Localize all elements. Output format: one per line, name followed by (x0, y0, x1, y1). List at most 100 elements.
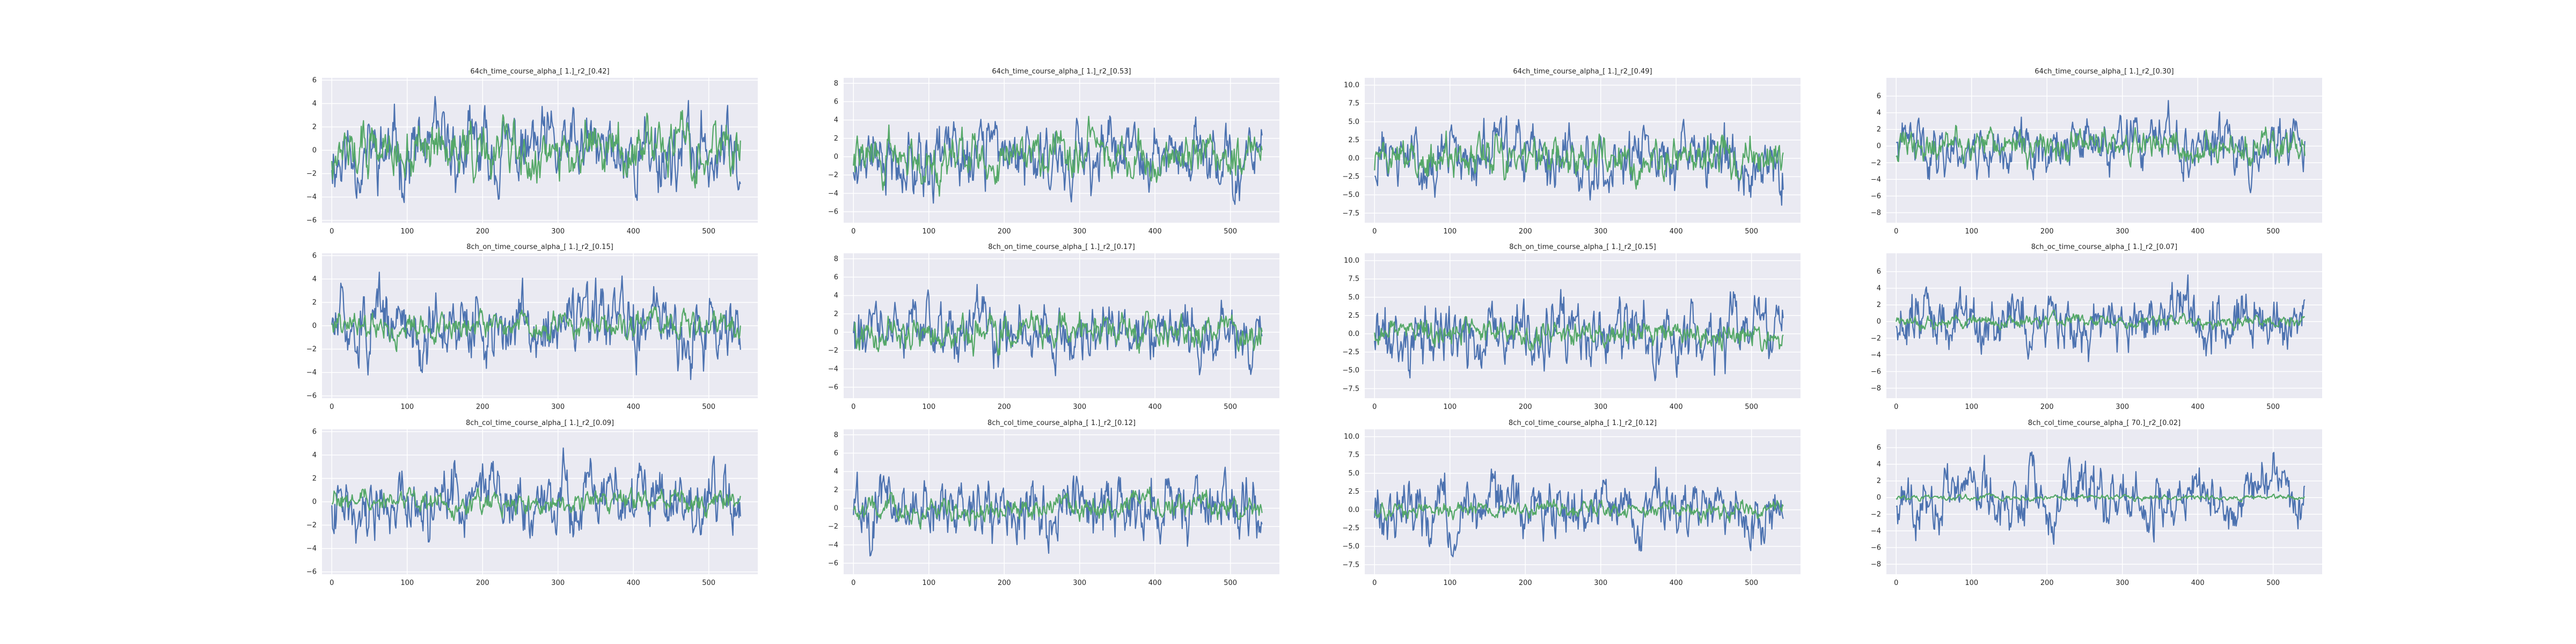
y-tick-label: −2 (306, 346, 317, 354)
y-tick-label: 4 (312, 100, 317, 108)
y-tick-label: 2 (312, 298, 317, 306)
x-tick-label: 500 (2266, 579, 2280, 587)
x-tick-label: 200 (998, 579, 1011, 587)
series-line-predicted (853, 310, 1263, 357)
chart-1: −6 −4 −2 0 2 4 6 0 100 200 300 400 500 64ch_time_cour… (306, 68, 758, 236)
x-tick-label: 300 (2116, 403, 2129, 411)
y-tick-label: −4 (1871, 527, 1881, 535)
y-tick-label: 4 (312, 451, 317, 459)
x-tick-label: 100 (1965, 579, 1978, 587)
x-tick-label: 0 (1372, 579, 1377, 587)
y-tick-label: 8 (834, 79, 838, 87)
y-tick-label: 2 (312, 474, 317, 482)
x-tick-label: 300 (551, 579, 565, 587)
x-tick-label: 300 (1073, 403, 1086, 411)
y-tick-label: −8 (1871, 209, 1881, 217)
x-tick-label: 200 (1519, 579, 1532, 587)
y-tick-label: 10.0 (1344, 433, 1359, 441)
series-line-predicted (1896, 309, 2306, 332)
y-tick-label: 10.0 (1344, 257, 1359, 265)
chart-title: 8ch_col_time_course_alpha_[ 1.]_r2_[0.09… (466, 419, 614, 427)
y-tick-label: 2 (834, 486, 838, 494)
y-tick-label: −2.5 (1342, 524, 1359, 532)
x-tick-label: 500 (1224, 403, 1237, 411)
y-tick-label: 5.0 (1348, 294, 1359, 302)
y-tick-label: −2 (306, 170, 317, 178)
x-tick-label: 200 (476, 228, 489, 236)
series-line-measured (1896, 451, 2306, 545)
x-tick-label: 500 (702, 403, 715, 411)
y-tick-label: 0 (834, 153, 838, 161)
y-tick-label: −6 (1871, 368, 1881, 376)
series-line-measured (1896, 274, 2306, 362)
chart-11: −7.5 −5.0 −2.5 0.0 2.5 5.0 7.5 10.0 0 100 200 300 40… (1342, 419, 1801, 587)
y-tick-label: −4 (828, 189, 838, 197)
series-line-predicted (1896, 125, 2306, 170)
x-tick-label: 0 (1372, 403, 1377, 411)
x-tick-label: 100 (922, 228, 935, 236)
x-tick-label: 0 (330, 579, 334, 587)
y-tick-label: −6 (306, 217, 317, 225)
chart-6: −6 −4 −2 0 2 4 6 8 0 100 200 300 400 500 8ch_on_time_c… (828, 243, 1279, 411)
y-tick-label: −2 (1871, 334, 1881, 342)
y-tick-label: 2 (1877, 477, 1881, 485)
x-tick-label: 300 (1594, 228, 1607, 236)
x-tick-label: 100 (400, 403, 414, 411)
y-tick-label: 6 (834, 98, 838, 106)
y-tick-label: 7.5 (1348, 275, 1359, 283)
x-tick-label: 500 (702, 579, 715, 587)
x-tick-label: 500 (1745, 228, 1758, 236)
x-tick-label: 300 (551, 228, 565, 236)
y-tick-label: 6 (834, 273, 838, 281)
y-tick-label: 4 (1877, 109, 1881, 117)
x-tick-label: 300 (2116, 579, 2129, 587)
y-tick-label: 2 (1877, 301, 1881, 309)
series-line-predicted (331, 306, 741, 352)
x-tick-label: 500 (2266, 403, 2280, 411)
y-tick-label: −6 (828, 383, 838, 391)
y-tick-label: 4 (834, 292, 838, 300)
x-tick-label: 500 (1224, 228, 1237, 236)
y-tick-label: −6 (828, 559, 838, 567)
y-tick-label: −2 (828, 347, 838, 355)
chart-title: 8ch_col_time_course_alpha_[ 1.]_r2_[0.12… (987, 419, 1136, 427)
chart-title: 64ch_time_course_alpha_[ 1.]_r2_[0.42] (470, 68, 609, 76)
x-tick-label: 100 (922, 403, 935, 411)
y-tick-label: −4 (1871, 351, 1881, 359)
y-tick-label: 4 (834, 468, 838, 476)
x-tick-label: 400 (1670, 228, 1683, 236)
x-tick-label: 0 (1894, 403, 1898, 411)
x-tick-label: 200 (2040, 403, 2054, 411)
y-tick-label: −4 (828, 541, 838, 549)
y-tick-label: 0 (312, 498, 317, 506)
x-tick-label: 200 (476, 579, 489, 587)
series-line-measured (853, 466, 1263, 557)
y-tick-label: 0.0 (1348, 506, 1359, 514)
series-line-measured (1374, 466, 1784, 558)
y-tick-label: −8 (1871, 560, 1881, 568)
chart-title: 8ch_col_time_course_alpha_[ 70.]_r2_[0.0… (2028, 419, 2180, 427)
x-tick-label: 200 (476, 403, 489, 411)
y-tick-label: −4 (306, 369, 317, 377)
x-tick-label: 100 (1443, 228, 1457, 236)
y-tick-label: 4 (834, 116, 838, 125)
chart-title: 64ch_time_course_alpha_[ 1.]_r2_[0.49] (1513, 68, 1652, 76)
x-tick-label: 200 (998, 228, 1011, 236)
y-tick-label: −6 (306, 568, 317, 576)
x-tick-label: 400 (1148, 228, 1162, 236)
series-line-measured (331, 96, 741, 203)
chart-3: −7.5 −5.0 −2.5 0.0 2.5 5.0 7.5 10.0 0 100 200 300 40… (1342, 68, 1801, 236)
y-tick-label: 5.0 (1348, 470, 1359, 478)
y-tick-label: 0 (834, 328, 838, 336)
y-tick-label: 2.5 (1348, 488, 1359, 496)
y-tick-label: −7.5 (1342, 385, 1359, 393)
y-tick-label: −7.5 (1342, 209, 1359, 217)
y-tick-label: 6 (1877, 444, 1881, 452)
series-line-predicted (853, 486, 1263, 530)
y-tick-label: 0 (1877, 494, 1881, 502)
chart-title: 8ch_on_time_course_alpha_[ 1.]_r2_[0.15] (1509, 243, 1656, 251)
x-tick-label: 0 (330, 228, 334, 236)
x-tick-label: 400 (2191, 403, 2205, 411)
y-tick-label: 4 (1877, 460, 1881, 469)
chart-title: 8ch_on_time_course_alpha_[ 1.]_r2_[0.17] (988, 243, 1135, 251)
